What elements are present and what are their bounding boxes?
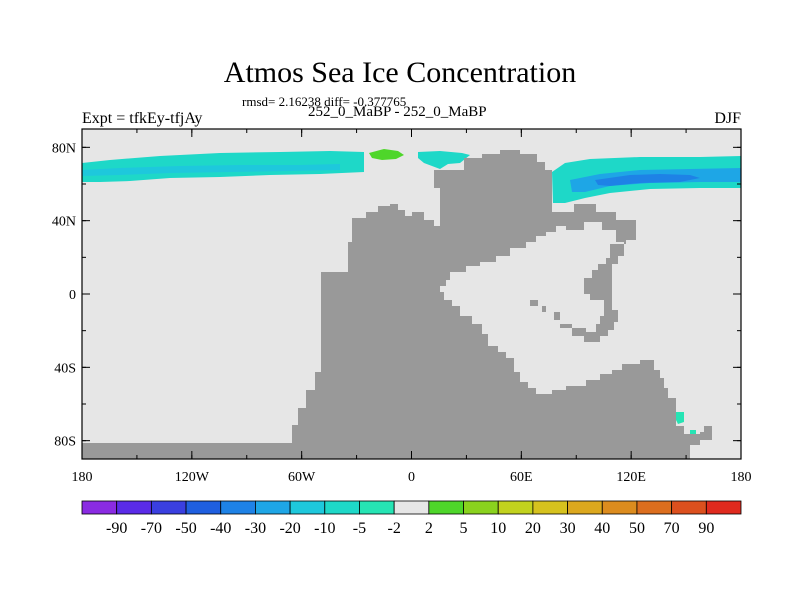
- colorbar-label: -90: [106, 520, 127, 537]
- colorbar-swatch: [428, 500, 464, 515]
- lon-tick-label: 180: [72, 470, 93, 485]
- lat-axis: 80N 40N 0 40S 80S: [52, 141, 741, 450]
- colorbar-swatch: [324, 500, 360, 515]
- colorbar-label: -5: [353, 520, 366, 537]
- land-mass: [82, 150, 712, 459]
- colorbar-label: 90: [698, 520, 714, 537]
- experiment-label: Expt = tfkEy-tfjAy: [82, 110, 203, 127]
- colorbar-swatch: [116, 500, 152, 515]
- lon-tick-label: 60W: [288, 470, 316, 485]
- stats-label: rmsd= 2.16238 diff= -0.377765: [242, 94, 407, 109]
- colorbar-label: 30: [560, 520, 576, 537]
- lat-tick-label: 80N: [52, 141, 76, 156]
- colorbar-swatch: [532, 500, 568, 515]
- colorbar-label: -40: [210, 520, 231, 537]
- colorbar-swatch: [671, 500, 707, 515]
- colorbar-label: 10: [490, 520, 506, 537]
- colorbar-swatch: [81, 500, 118, 515]
- lon-tick-label: 0: [408, 470, 415, 485]
- sea-ice-patch-green: [369, 149, 404, 160]
- colorbar-swatch: [463, 500, 499, 515]
- colorbar-label: 50: [629, 520, 645, 537]
- colorbar-swatch: [393, 500, 430, 515]
- colorbar-label: -70: [141, 520, 162, 537]
- colorbar-label: 5: [460, 520, 468, 537]
- colorbar-label: -30: [245, 520, 266, 537]
- colorbar: -90 -70 -50 -40 -30 -20 -10 -5 -2 2 5 10 20 30 40 50 70 9…: [81, 500, 742, 537]
- colorbar-label: 20: [525, 520, 541, 537]
- colorbar-swatch: [359, 500, 395, 515]
- season-label: DJF: [714, 110, 741, 127]
- sea-ice-south-patch: [676, 412, 684, 424]
- lon-tick-label: 120E: [616, 470, 646, 485]
- sea-ice-patch-mid: [418, 151, 470, 169]
- colorbar-swatch: [150, 500, 187, 515]
- plot-title: Atmos Sea Ice Concentration: [223, 56, 577, 89]
- sea-ice-south-patch-small: [690, 430, 696, 434]
- colorbar-label: -20: [279, 520, 300, 537]
- colorbar-label: -10: [314, 520, 335, 537]
- colorbar-swatch: [289, 500, 326, 515]
- sea-ice-north: [82, 149, 741, 203]
- lat-tick-label: 80S: [54, 435, 76, 450]
- colorbar-label: -2: [387, 520, 400, 537]
- colorbar-swatch: [255, 500, 291, 515]
- lon-tick-label: 180: [731, 470, 752, 485]
- colorbar-swatch: [567, 500, 603, 515]
- colorbar-label: 40: [594, 520, 610, 537]
- colorbar-swatch: [185, 500, 222, 515]
- colorbar-swatch: [601, 500, 638, 515]
- colorbar-label: -50: [175, 520, 196, 537]
- colorbar-swatch: [497, 500, 534, 515]
- colorbar-swatch: [636, 500, 673, 515]
- colorbar-label: 2: [425, 520, 433, 537]
- sea-ice-band-west-inner: [82, 164, 340, 176]
- lat-tick-label: 40S: [54, 361, 76, 376]
- lat-tick-label: 0: [69, 288, 76, 303]
- lon-tick-label: 60E: [510, 470, 533, 485]
- lon-axis: 180 120W 60W 0 60E 120E 180: [72, 129, 752, 485]
- lon-tick-label: 120W: [175, 470, 210, 485]
- lat-tick-label: 40N: [52, 215, 76, 230]
- sea-ice-band-east-core: [595, 174, 700, 186]
- colorbar-label: 70: [664, 520, 680, 537]
- period-label: 252_0_MaBP - 252_0_MaBP: [308, 104, 487, 120]
- colorbar-swatch: [220, 500, 256, 515]
- colorbar-swatch: [705, 500, 742, 515]
